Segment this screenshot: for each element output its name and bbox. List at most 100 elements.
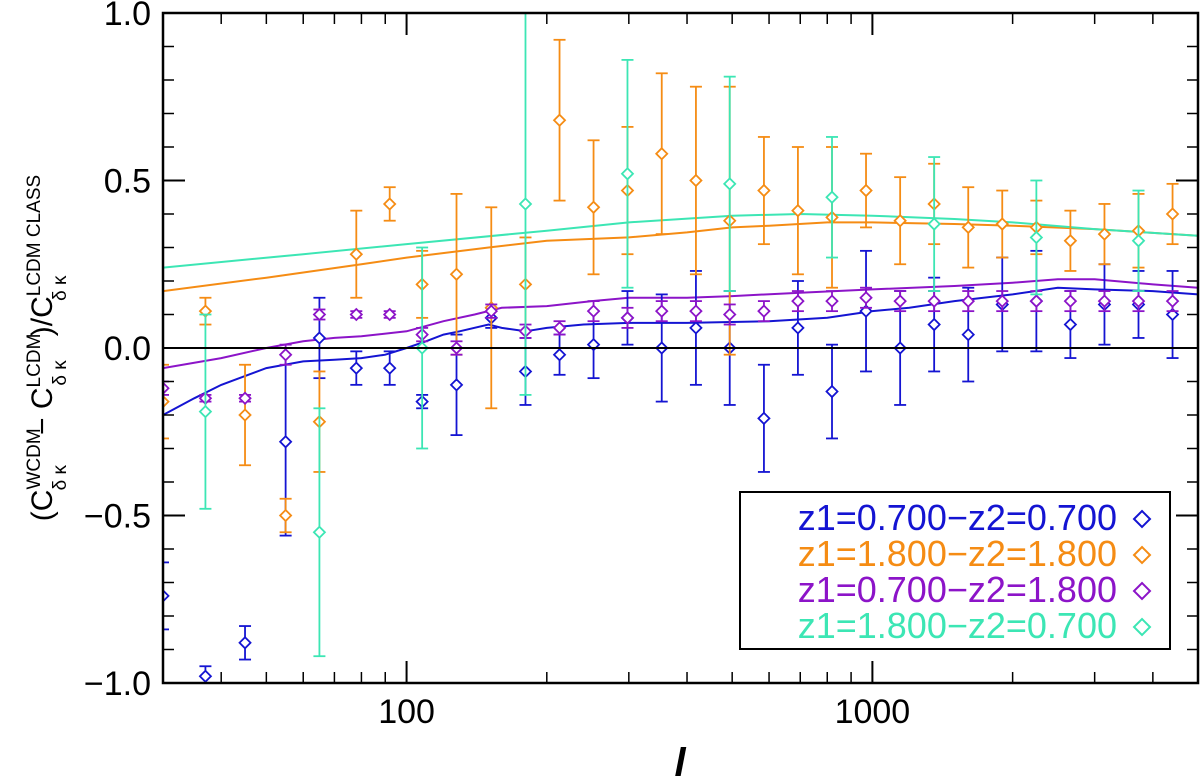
y-tick-label: −0.5 xyxy=(84,498,151,536)
data-point xyxy=(961,327,976,342)
data-point xyxy=(382,307,397,322)
data-point xyxy=(722,177,737,191)
y-tick-label: 0.0 xyxy=(104,330,151,368)
y-label-sup: LCDM CLASS xyxy=(24,175,45,296)
data-point xyxy=(757,183,771,198)
data-point xyxy=(620,167,635,181)
y-label-part: (C xyxy=(26,490,59,522)
data-points xyxy=(163,13,1180,683)
data-point xyxy=(349,247,364,261)
data-point xyxy=(1063,317,1078,332)
data-point xyxy=(163,381,170,395)
data-point xyxy=(620,311,635,325)
data-point xyxy=(382,361,397,375)
y-label-part: − C xyxy=(26,387,59,435)
data-point xyxy=(238,391,252,406)
y-label-sub: δ κ xyxy=(50,464,71,490)
data-point xyxy=(349,307,364,322)
data-point xyxy=(791,294,805,308)
data-point xyxy=(278,435,293,449)
y-axis-label: (CWCDM δ κ− CLCDM δ κ)/CLCDM CLASS δ κ xyxy=(24,175,71,521)
y-label-sup: LCDM xyxy=(24,334,45,388)
data-point xyxy=(552,347,567,362)
axis-ticks xyxy=(162,12,1199,684)
y-label-sub: δ κ xyxy=(50,360,71,386)
legend-label: z1=1.800−z2=1.800 xyxy=(798,533,1117,574)
data-point xyxy=(893,294,907,308)
data-point xyxy=(552,321,567,335)
data-point xyxy=(1029,230,1044,245)
data-point xyxy=(484,304,499,318)
legend-marker xyxy=(1132,509,1152,529)
data-point xyxy=(927,294,941,308)
data-point xyxy=(791,203,805,218)
data-point xyxy=(757,304,771,318)
data-point xyxy=(689,304,703,318)
x-tick-label: 1000 xyxy=(835,693,911,731)
legend-box xyxy=(739,491,1171,650)
data-point xyxy=(1165,294,1180,308)
data-point xyxy=(1097,227,1112,241)
data-point xyxy=(238,408,252,422)
data-point xyxy=(791,321,805,335)
y-tick-label: −1.0 xyxy=(84,665,151,703)
data-point xyxy=(163,589,170,603)
data-point xyxy=(163,394,170,409)
data-point xyxy=(518,197,533,211)
data-point xyxy=(349,361,364,375)
legend-marker xyxy=(1132,581,1152,601)
data-point xyxy=(312,331,327,345)
data-point xyxy=(1165,207,1180,221)
y-label-sub: δ κ xyxy=(50,275,71,301)
data-point xyxy=(654,304,669,318)
y-label-sup: WCDM xyxy=(24,428,45,489)
data-point xyxy=(312,525,327,540)
data-point xyxy=(961,294,976,308)
y-label-part: )/C xyxy=(26,296,59,336)
data-point xyxy=(198,669,213,683)
data-point xyxy=(825,190,839,205)
legend-label: z1=1.800−z2=0.700 xyxy=(798,605,1117,646)
data-point xyxy=(238,636,252,650)
data-point xyxy=(449,378,464,392)
legend-label: z1=0.700−z2=0.700 xyxy=(798,497,1117,538)
data-point xyxy=(689,173,703,188)
data-point xyxy=(757,411,771,426)
data-point xyxy=(859,183,873,198)
data-point xyxy=(278,347,293,362)
data-point xyxy=(961,220,976,235)
data-point xyxy=(995,294,1010,308)
data-point xyxy=(825,384,839,399)
legend: z1=0.700−z2=0.700 z1=1.800−z2=1.800 z1=0… xyxy=(739,491,1171,650)
data-point xyxy=(1063,234,1078,248)
x-tick-labels: 100 1000 xyxy=(378,693,910,731)
data-point xyxy=(449,267,464,282)
legend-marker xyxy=(1132,545,1152,565)
x-tick-label: 100 xyxy=(378,693,435,731)
data-point xyxy=(995,217,1010,231)
y-tick-label: 0.5 xyxy=(104,163,151,201)
data-point xyxy=(1063,294,1078,308)
data-point xyxy=(859,290,873,305)
x-axis-label: l xyxy=(674,741,686,783)
data-point xyxy=(927,317,941,332)
data-point xyxy=(278,508,293,523)
data-point xyxy=(927,217,941,231)
data-point xyxy=(586,200,601,215)
data-point xyxy=(1131,294,1146,308)
data-point xyxy=(689,321,703,335)
data-point xyxy=(893,213,907,228)
data-point xyxy=(312,307,327,322)
model-curve xyxy=(163,221,1198,293)
legend-marker xyxy=(1132,617,1152,637)
model-curve xyxy=(163,212,1198,269)
data-point xyxy=(1131,234,1146,248)
data-point xyxy=(1097,294,1112,308)
data-point xyxy=(586,304,601,318)
data-point xyxy=(654,146,669,161)
data-point xyxy=(825,294,839,308)
data-point xyxy=(1029,294,1044,308)
data-point xyxy=(722,307,737,322)
